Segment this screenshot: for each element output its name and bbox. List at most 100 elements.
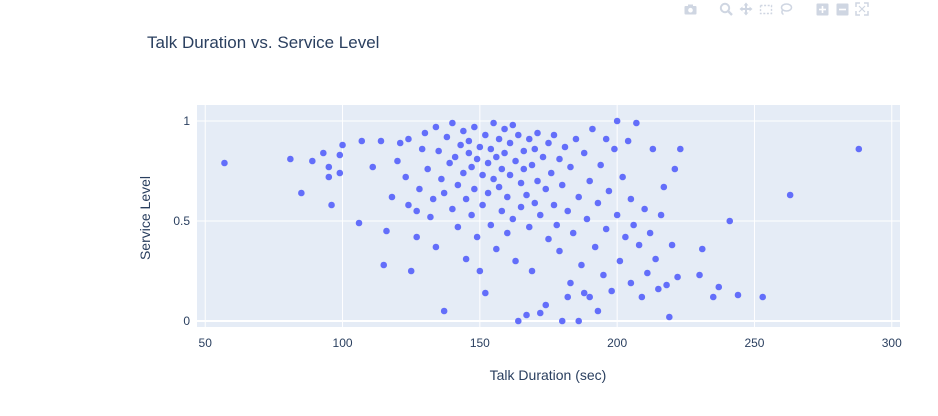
scatter-point[interactable] (674, 273, 681, 281)
scatter-point[interactable] (394, 157, 401, 165)
scatter-point[interactable] (734, 291, 742, 299)
scatter-point[interactable] (652, 255, 659, 263)
scatter-point[interactable] (512, 157, 519, 165)
scatter-point[interactable] (449, 205, 456, 213)
scatter-point[interactable] (586, 177, 593, 185)
scatter-point[interactable] (531, 199, 539, 207)
scatter-point[interactable] (567, 279, 574, 287)
scatter-point[interactable] (509, 121, 517, 129)
scatter-point[interactable] (613, 211, 621, 219)
scatter-point[interactable] (484, 189, 492, 197)
scatter-point[interactable] (534, 177, 541, 185)
scatter-point[interactable] (432, 243, 440, 251)
scatter-point[interactable] (525, 135, 533, 143)
scatter-point[interactable] (589, 125, 596, 133)
scatter-point[interactable] (339, 141, 346, 149)
scatter-point[interactable] (490, 119, 497, 127)
scatter-point[interactable] (495, 183, 503, 191)
scatter-point[interactable] (578, 261, 585, 269)
scatter-point[interactable] (471, 123, 478, 131)
scatter-point[interactable] (435, 147, 442, 155)
scatter-point[interactable] (520, 165, 528, 173)
scatter-point[interactable] (553, 221, 561, 229)
scatter-point[interactable] (575, 193, 583, 201)
scatter-point[interactable] (666, 313, 673, 321)
scatter-point[interactable] (569, 229, 577, 237)
scatter-point[interactable] (517, 179, 525, 187)
scatter-point[interactable] (536, 211, 544, 219)
scatter-point[interactable] (624, 137, 632, 145)
scatter-point[interactable] (383, 227, 390, 235)
scatter-point[interactable] (479, 201, 486, 209)
box-select-icon[interactable] (758, 2, 774, 16)
scatter-point[interactable] (355, 219, 363, 227)
scatter-point[interactable] (644, 269, 651, 277)
scatter-point[interactable] (424, 165, 431, 173)
scatter-point[interactable] (564, 207, 572, 215)
scatter-point[interactable] (608, 287, 615, 295)
scatter-point[interactable] (454, 223, 462, 231)
scatter-point[interactable] (597, 161, 604, 169)
scatter-point[interactable] (545, 235, 552, 243)
scatter-point[interactable] (635, 241, 643, 249)
scatter-point[interactable] (514, 131, 522, 139)
scatter-point[interactable] (407, 267, 415, 275)
scatter-point[interactable] (677, 145, 684, 153)
scatter-point[interactable] (309, 157, 316, 165)
scatter-point[interactable] (402, 173, 410, 181)
scatter-point[interactable] (523, 191, 530, 199)
scatter-point[interactable] (479, 171, 486, 179)
pan-icon[interactable] (738, 2, 754, 16)
scatter-point[interactable] (580, 149, 588, 157)
scatter-point[interactable] (476, 267, 484, 275)
scatter-point[interactable] (482, 131, 489, 139)
scatter-point[interactable] (473, 155, 481, 163)
scatter-point[interactable] (380, 261, 388, 269)
scatter-point[interactable] (528, 267, 536, 275)
lasso-icon[interactable] (778, 2, 794, 16)
scatter-point[interactable] (487, 221, 495, 229)
scatter-point[interactable] (542, 185, 550, 193)
scatter-point[interactable] (545, 139, 552, 147)
scatter-point[interactable] (504, 229, 511, 237)
scatter-point[interactable] (493, 153, 500, 161)
scatter-point[interactable] (325, 173, 333, 181)
scatter-point[interactable] (726, 217, 734, 225)
scatter-point[interactable] (611, 145, 618, 153)
scatter-point[interactable] (575, 317, 583, 325)
scatter-point[interactable] (550, 201, 558, 209)
scatter-point[interactable] (471, 185, 478, 193)
scatter-point[interactable] (438, 175, 445, 183)
scatter-point[interactable] (446, 159, 453, 167)
scatter-point[interactable] (539, 153, 547, 161)
scatter-point[interactable] (583, 215, 591, 223)
scatter-point[interactable] (320, 149, 327, 157)
scatter-point[interactable] (602, 225, 610, 233)
scatter-point[interactable] (572, 135, 580, 143)
scatter-point[interactable] (622, 233, 629, 241)
scatter-point[interactable] (487, 145, 495, 153)
scatter-point[interactable] (663, 281, 670, 289)
scatter-point[interactable] (550, 131, 558, 139)
scatter-point[interactable] (369, 163, 377, 171)
camera-icon[interactable] (682, 2, 698, 16)
scatter-point[interactable] (602, 135, 610, 143)
scatter-point[interactable] (564, 293, 572, 301)
scatter-point[interactable] (525, 223, 533, 231)
scatter-point[interactable] (594, 199, 602, 207)
zoom-out-icon[interactable] (834, 2, 850, 16)
scatter-point[interactable] (506, 171, 514, 179)
scatter-point[interactable] (413, 233, 420, 241)
scatter-point[interactable] (638, 293, 646, 301)
scatter-point[interactable] (660, 183, 668, 191)
scatter-point[interactable] (668, 241, 676, 249)
scatter-point[interactable] (413, 207, 420, 215)
scatter-point[interactable] (221, 159, 228, 167)
scatter-point[interactable] (534, 129, 541, 137)
scatter-point[interactable] (580, 289, 588, 297)
scatter-point[interactable] (495, 135, 503, 143)
scatter-point[interactable] (493, 245, 500, 253)
scatter-point[interactable] (558, 181, 566, 189)
scatter-point[interactable] (715, 283, 723, 291)
scatter-point[interactable] (498, 165, 506, 173)
